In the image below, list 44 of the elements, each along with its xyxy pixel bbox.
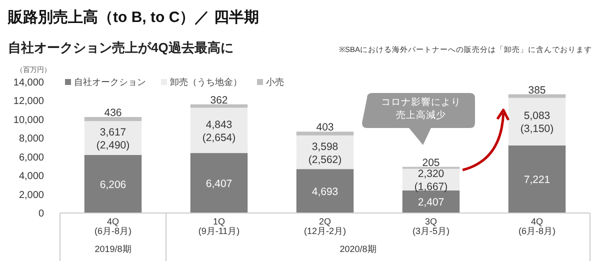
y-tick-label: 14,000 — [13, 78, 44, 88]
x-tick-label: 4Q (6月-8月) — [94, 216, 132, 236]
bar — [190, 108, 248, 154]
bar — [84, 154, 142, 213]
data-label: 3,617 (2,490) — [96, 126, 130, 152]
y-tick-label: 12,000 — [13, 96, 44, 108]
data-label: 205 — [422, 156, 440, 169]
bar — [508, 94, 566, 98]
bar — [296, 169, 354, 213]
data-label: 362 — [210, 94, 228, 106]
chart-title: 販路別売上高（to B, to C）／ 四半期 — [7, 8, 259, 26]
bar — [508, 145, 566, 213]
data-label: 385 — [528, 84, 546, 96]
data-label: 6,407 — [206, 178, 232, 190]
y-tick-label: 10,000 — [13, 114, 44, 126]
annotation: コロナ影響により — [381, 96, 461, 108]
x-tick-label: 3Q (3月-5月) — [412, 216, 450, 236]
y-tick-label: 0 — [38, 208, 44, 220]
y-tick-label: 6,000 — [18, 152, 44, 164]
x-tick-label: 1Q (9月-11月) — [198, 216, 240, 236]
annotation: 売上高減少 — [396, 109, 446, 121]
x-tick-label: 2Q (12月-2月) — [304, 216, 346, 236]
data-label: 4,693 — [312, 186, 338, 198]
data-label: 5,083 (3,150) — [520, 110, 554, 136]
bar — [84, 117, 142, 122]
bar — [508, 98, 566, 146]
data-label: 2,407 — [418, 196, 444, 209]
data-label: 6,206 — [100, 178, 126, 191]
y-tick-label: 2,000 — [18, 190, 44, 201]
data-label: 7,221 — [524, 174, 550, 186]
bar — [296, 132, 354, 136]
data-label: 4,843 (2,654) — [202, 118, 236, 144]
bar — [190, 153, 248, 213]
y-tick-label: 4,000 — [18, 171, 44, 182]
data-label: 436 — [104, 107, 122, 120]
text: 2019/8期 — [94, 244, 132, 254]
y-tick-label: 8,000 — [18, 134, 44, 145]
data-label: 2,320 (1,667) — [414, 168, 448, 194]
legend-label: 小売 — [266, 77, 284, 87]
chart-subtitle: 自社オークション売上が4Q過去最高に — [8, 40, 234, 55]
x-tick-label: 4Q (6月-8月) — [518, 216, 556, 236]
data-label: 403 — [316, 122, 334, 134]
data-label: 3,598 (2,562) — [308, 140, 342, 166]
text: 2020/8期 — [340, 244, 376, 254]
